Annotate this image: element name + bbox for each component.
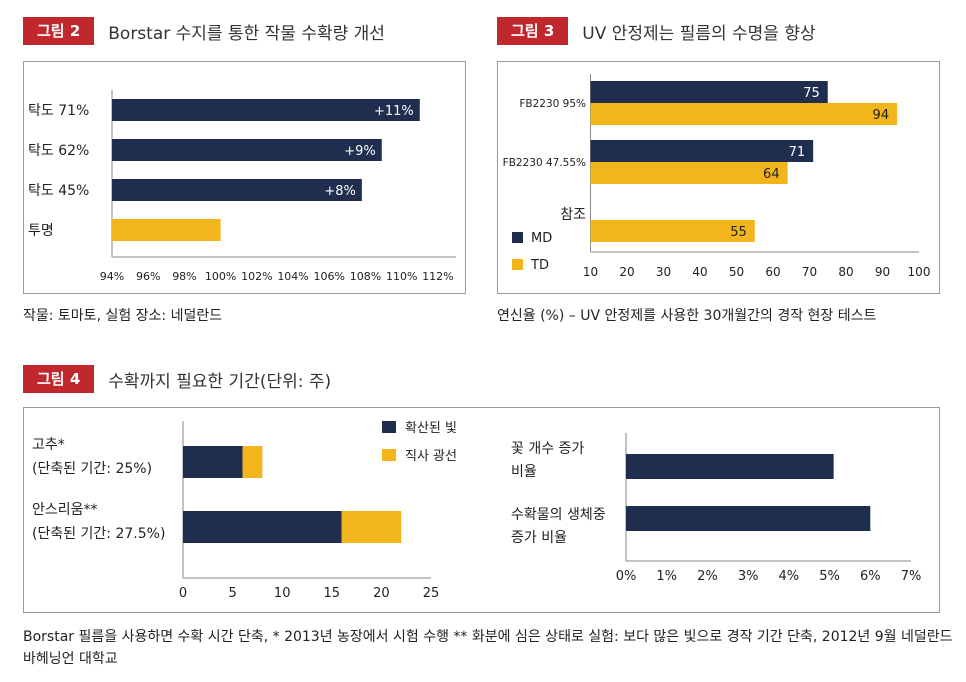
fig4a-category-label: 고추* <box>32 437 65 453</box>
fig4a-legend-label: 직사 광선 <box>405 449 457 464</box>
figure-4-header: 그림 4 수확까지 필요한 기간(단위: 주) <box>23 365 331 393</box>
fig3-x-tick-label: 10 <box>583 265 598 279</box>
figure-2-title: Borstar 수지를 통한 작물 수확량 개선 <box>108 23 385 44</box>
figure-3-badge: 그림 3 <box>497 17 569 45</box>
fig4b-x-tick-label: 1% <box>656 569 677 584</box>
fig4a-legend-label: 확산된 빛 <box>405 421 457 436</box>
figure-3-caption: 연신율 (%) – UV 안정제를 사용한 30개월간의 경작 현장 테스트 <box>497 308 877 324</box>
fig3-x-tick-label: 90 <box>875 265 890 279</box>
fig3-data-label: 71 <box>789 145 806 160</box>
fig3-bar-td <box>590 220 755 242</box>
fig2-x-tick-label: 96% <box>136 270 160 283</box>
fig4b-x-tick-label: 2% <box>697 569 718 584</box>
figure-3-header: 그림 3 UV 안정제는 필름의 수명을 향상 <box>497 17 816 45</box>
fig2-x-tick-label: 108% <box>350 270 381 283</box>
fig3-data-label: 75 <box>803 86 820 101</box>
fig3-data-label: 55 <box>730 225 747 240</box>
fig4b-bar <box>626 454 834 479</box>
figure-2-panel: 탁도 71% +11% 탁도 62% +9% 탁도 45% +8% 투명 94% 96% 98% 1… <box>23 61 466 294</box>
fig3-x-tick-label: 30 <box>656 265 671 279</box>
fig4b-category-label: 수확물의 생체중 <box>511 507 606 523</box>
figure-4-caption: Borstar 필름을 사용하면 수확 시간 단축, * 2013년 농장에서 … <box>23 629 953 667</box>
fig3-data-label: 10 <box>566 203 583 218</box>
fig2-x-tick-label: 112% <box>422 270 453 283</box>
fig3-category-label: FB2230 47.55% <box>503 157 586 169</box>
fig2-x-tick-label: 98% <box>172 270 196 283</box>
figure-3-panel: 75 94 FB2230 95% 71 64 FB2230 47.55% 10 55 참조 MD T… <box>497 61 940 294</box>
fig4b-x-tick-label: 7% <box>901 569 922 584</box>
fig3-legend-swatch-md <box>512 232 523 243</box>
fig2-data-label: +11% <box>374 104 414 119</box>
fig3-bar-td <box>590 103 898 125</box>
fig2-x-tick-label: 94% <box>100 270 124 283</box>
fig3-legend-label: MD <box>531 231 552 246</box>
fig4b-x-tick-label: 6% <box>860 569 881 584</box>
fig2-bar <box>112 139 382 161</box>
fig4a-bar-segment <box>183 511 342 543</box>
fig4a-x-tick-label: 20 <box>373 586 390 601</box>
fig4b-x-tick-label: 4% <box>779 569 800 584</box>
fig4b-category-label-sub: 증가 비율 <box>511 530 567 546</box>
fig2-data-label: +8% <box>324 184 356 199</box>
fig4a-category-label: 안스리움** <box>32 502 98 518</box>
figure-4-badge: 그림 4 <box>23 365 95 393</box>
fig2-x-tick-label: 100% <box>205 270 236 283</box>
fig3-legend-label: TD <box>530 258 549 273</box>
fig4a-bar-segment <box>183 446 243 478</box>
fig3-category-label: 참조 <box>560 207 586 223</box>
fig2-category-label: 탁도 71% <box>28 103 89 119</box>
fig3-bar-md <box>590 140 814 162</box>
fig2-bar <box>112 99 420 121</box>
fig3-bar-td <box>590 162 788 184</box>
fig3-x-tick-label: 40 <box>692 265 707 279</box>
fig4a-x-tick-label: 0 <box>179 586 187 601</box>
figure-2-header: 그림 2 Borstar 수지를 통한 작물 수확량 개선 <box>23 17 385 45</box>
fig3-category-label: FB2230 95% <box>519 98 586 110</box>
fig3-bar-md <box>590 81 828 103</box>
fig2-bar <box>112 219 221 241</box>
fig2-x-tick-label: 102% <box>241 270 272 283</box>
fig4a-legend-swatch <box>382 449 396 461</box>
fig3-x-tick-label: 20 <box>619 265 634 279</box>
fig3-data-label: 64 <box>763 167 780 182</box>
fig4a-x-tick-label: 10 <box>274 586 291 601</box>
fig2-x-tick-label: 104% <box>277 270 308 283</box>
fig2-data-label: +9% <box>344 144 376 159</box>
figure-4-chart: 고추* (단축된 기간: 25%) 안스리움** (단축된 기간: 27.5%) 확산된… <box>32 421 922 601</box>
fig4b-x-tick-label: 5% <box>819 569 840 584</box>
fig2-category-label: 탁도 45% <box>28 183 89 199</box>
fig3-legend-swatch-td <box>512 259 523 270</box>
fig2-category-label: 탁도 62% <box>28 143 89 159</box>
fig3-x-tick-label: 60 <box>765 265 780 279</box>
fig4b-category-label: 꽃 개수 증가 <box>511 441 584 457</box>
figure-4-title: 수확까지 필요한 기간(단위: 주) <box>108 371 332 392</box>
fig3-x-tick-label: 50 <box>729 265 744 279</box>
figure-4-panel: 고추* (단축된 기간: 25%) 안스리움** (단축된 기간: 27.5%) 확산된… <box>23 407 940 613</box>
fig3-x-tick-label: 100 <box>908 265 931 279</box>
fig4b-x-tick-label: 0% <box>616 569 637 584</box>
fig3-x-tick-label: 70 <box>802 265 817 279</box>
fig4a-legend-swatch <box>382 421 396 433</box>
figure-3-title: UV 안정제는 필름의 수명을 향상 <box>582 23 816 44</box>
fig4a-bar-segment <box>242 446 263 478</box>
fig2-bar <box>112 179 362 201</box>
fig2-category-label: 투명 <box>28 223 54 239</box>
fig4a-x-tick-label: 25 <box>423 586 440 601</box>
fig4b-category-label-sub: 비율 <box>511 464 537 480</box>
fig4a-category-label-sub: (단축된 기간: 25%) <box>32 461 152 477</box>
fig3-data-label: 94 <box>873 108 890 123</box>
fig4a-x-tick-label: 15 <box>324 586 341 601</box>
fig2-x-tick-label: 110% <box>386 270 417 283</box>
figure-3-chart: 75 94 FB2230 95% 71 64 FB2230 47.55% 10 55 참조 MD T… <box>503 74 931 279</box>
fig3-x-tick-label: 80 <box>838 265 853 279</box>
fig4a-x-tick-label: 5 <box>228 586 236 601</box>
figure-2-chart: 탁도 71% +11% 탁도 62% +9% 탁도 45% +8% 투명 94% 96% 98% 1… <box>28 90 456 283</box>
fig4b-bar <box>626 506 871 531</box>
fig2-x-tick-label: 106% <box>314 270 345 283</box>
figure-2-badge: 그림 2 <box>23 17 95 45</box>
fig4b-x-tick-label: 3% <box>738 569 759 584</box>
fig4a-category-label-sub: (단축된 기간: 27.5%) <box>32 526 165 542</box>
fig4a-bar-segment <box>341 511 402 543</box>
figure-2-caption: 작물: 토마토, 실험 장소: 네덜란드 <box>23 308 223 324</box>
